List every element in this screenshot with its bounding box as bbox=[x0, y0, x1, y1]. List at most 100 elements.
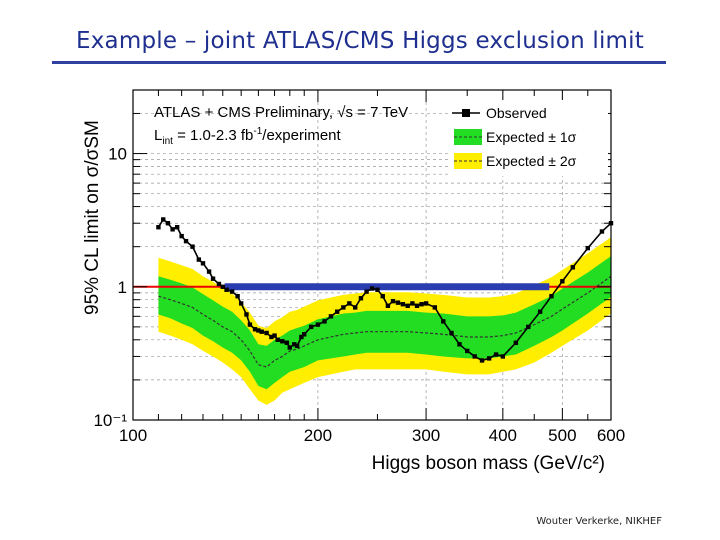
observed-point-5 bbox=[179, 233, 184, 239]
observed-point-33 bbox=[302, 332, 307, 337]
observed-point-49 bbox=[395, 300, 401, 305]
observed-point-68 bbox=[537, 309, 543, 314]
observed-point-16 bbox=[235, 293, 240, 299]
observed-point-10 bbox=[206, 269, 212, 274]
observed-point-69 bbox=[549, 293, 554, 299]
y-tick-label-1: 1 bbox=[118, 278, 127, 297]
observed-point-14 bbox=[224, 287, 229, 292]
subtitle-mid: = 1.0-2.3 fb bbox=[173, 127, 253, 144]
legend-observed-label: Observed bbox=[486, 105, 547, 121]
observed-point-27 bbox=[280, 339, 285, 344]
observed-point-73 bbox=[599, 229, 605, 234]
observed-point-22 bbox=[259, 329, 264, 334]
observed-point-51 bbox=[405, 303, 410, 308]
axis-tick-labels: 100 200 300 400 500 600 10⁻¹ 1 10 bbox=[93, 145, 625, 445]
subtitle-sub: int bbox=[162, 136, 173, 147]
observed-point-39 bbox=[341, 305, 346, 310]
observed-point-12 bbox=[216, 281, 222, 287]
observed-point-65 bbox=[500, 354, 506, 359]
x-tick-label-3: 400 bbox=[489, 426, 517, 445]
observed-point-66 bbox=[513, 340, 519, 345]
chart-title: ATLAS + CMS Preliminary, √s = 7 TeV bbox=[154, 104, 408, 121]
observed-point-59 bbox=[457, 342, 462, 347]
observed-point-6 bbox=[183, 238, 189, 244]
observed-point-60 bbox=[465, 348, 470, 354]
observed-points bbox=[156, 217, 614, 363]
slide-title: Example – joint ATLAS/CMS Higgs exclusio… bbox=[76, 28, 644, 54]
observed-point-71 bbox=[570, 265, 576, 270]
observed-point-35 bbox=[315, 322, 321, 327]
observed-point-55 bbox=[423, 301, 429, 306]
observed-point-9 bbox=[200, 261, 206, 266]
observed-point-25 bbox=[272, 333, 277, 338]
observed-point-41 bbox=[353, 305, 358, 310]
observed-point-47 bbox=[385, 303, 391, 308]
observed-point-3 bbox=[170, 227, 175, 232]
observed-point-63 bbox=[486, 356, 492, 361]
observed-point-32 bbox=[299, 334, 304, 340]
observed-point-38 bbox=[335, 309, 340, 314]
observed-point-52 bbox=[410, 301, 415, 306]
observed-point-70 bbox=[560, 279, 565, 284]
observed-point-11 bbox=[210, 276, 216, 281]
observed-point-18 bbox=[244, 312, 249, 317]
observed-point-24 bbox=[269, 334, 274, 340]
chart-subtitle: Lint = 1.0-2.3 fb-1/experiment bbox=[154, 126, 341, 147]
legend-1sigma-label: Expected ± 1σ bbox=[486, 129, 577, 145]
observed-point-48 bbox=[390, 298, 396, 304]
observed-point-23 bbox=[264, 330, 269, 336]
x-tick-label-4: 500 bbox=[548, 426, 576, 445]
y-tick-label-0: 10⁻¹ bbox=[93, 411, 127, 430]
observed-point-0 bbox=[156, 225, 161, 230]
subtitle-sup: -1 bbox=[253, 126, 262, 137]
observed-point-56 bbox=[432, 305, 438, 310]
observed-point-50 bbox=[400, 302, 406, 307]
observed-point-67 bbox=[526, 324, 531, 330]
observed-point-20 bbox=[252, 327, 258, 332]
observed-point-26 bbox=[275, 337, 280, 342]
observed-point-21 bbox=[256, 328, 261, 333]
observed-point-15 bbox=[229, 289, 235, 294]
observed-point-13 bbox=[220, 284, 225, 289]
legend: Observed Expected ± 1σ Expected ± 2σ bbox=[448, 100, 608, 176]
y-tick-label-2: 10 bbox=[108, 145, 127, 164]
observed-point-8 bbox=[196, 257, 202, 262]
observed-point-46 bbox=[380, 293, 385, 299]
subtitle-suffix: /experiment bbox=[262, 127, 341, 144]
observed-point-29 bbox=[287, 345, 293, 350]
observed-point-28 bbox=[284, 340, 290, 345]
legend-observed-marker bbox=[462, 109, 470, 117]
x-tick-label-5: 600 bbox=[597, 426, 625, 445]
observed-point-1 bbox=[161, 217, 166, 222]
observed-point-2 bbox=[165, 221, 171, 226]
observed-point-53 bbox=[414, 303, 420, 308]
observed-point-72 bbox=[585, 245, 590, 251]
observed-point-30 bbox=[292, 342, 297, 347]
observed-point-4 bbox=[174, 225, 180, 230]
observed-point-34 bbox=[308, 324, 314, 330]
observed-point-40 bbox=[347, 301, 352, 306]
observed-point-43 bbox=[364, 289, 369, 294]
footer-credit: Wouter Verkerke, NIKHEF bbox=[536, 516, 662, 527]
legend-2sigma-label: Expected ± 2σ bbox=[486, 153, 577, 169]
legend-1sigma-swatch bbox=[454, 129, 482, 145]
observed-point-58 bbox=[449, 330, 454, 336]
plot-frame bbox=[132, 89, 612, 421]
x-tick-label-0: 100 bbox=[119, 426, 147, 445]
y-axis-label: 95% CL limit on σ/σSM bbox=[82, 120, 103, 315]
x-axis-label: Higgs boson mass (GeV/c²) bbox=[372, 453, 605, 474]
axis-ticks bbox=[132, 90, 612, 421]
observed-point-44 bbox=[369, 286, 375, 291]
observed-point-17 bbox=[238, 301, 244, 306]
observed-point-42 bbox=[358, 296, 364, 301]
title-underline bbox=[52, 61, 666, 64]
observed-point-64 bbox=[493, 352, 499, 357]
observed-point-36 bbox=[322, 319, 327, 324]
observed-point-61 bbox=[472, 354, 477, 359]
observed-point-45 bbox=[375, 287, 380, 292]
subtitle-prefix: L bbox=[154, 127, 162, 144]
observed-point-62 bbox=[479, 358, 485, 363]
observed-point-54 bbox=[419, 302, 424, 307]
x-tick-label-2: 300 bbox=[412, 426, 440, 445]
